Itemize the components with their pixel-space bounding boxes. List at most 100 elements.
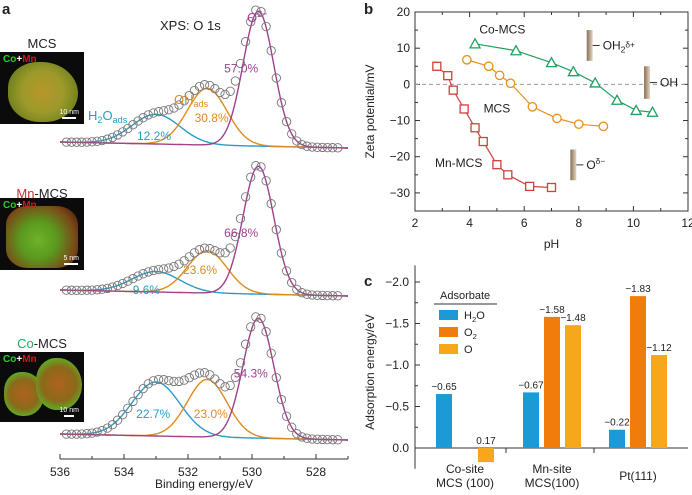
panel-label-a: a — [2, 1, 11, 18]
data-point — [261, 327, 271, 337]
x-tick-label: 532 — [178, 465, 198, 479]
data-point — [276, 248, 287, 258]
inset-title-mcs: MCS — [27, 36, 57, 51]
data-point — [97, 425, 107, 436]
data-point — [235, 58, 246, 69]
percent-label-o2minus: 66.8% — [224, 226, 258, 240]
data-point — [220, 382, 230, 392]
data-point-mn-mcs — [525, 181, 535, 192]
data-point — [112, 280, 123, 291]
data-point-mn-mcs — [448, 85, 458, 95]
data-point — [199, 243, 210, 253]
data-point — [138, 113, 148, 123]
data-point — [322, 434, 333, 445]
data-point — [230, 231, 241, 242]
bar-h2o — [609, 429, 625, 448]
data-point — [246, 322, 256, 332]
data-point — [205, 80, 215, 91]
data-point-co-mcs — [567, 65, 580, 77]
x-tick-label: 8 — [575, 216, 582, 230]
data-point — [312, 290, 322, 300]
data-point — [107, 132, 118, 143]
data-point-mcs — [462, 54, 472, 65]
particle-image — [8, 62, 78, 122]
data-point — [297, 288, 307, 298]
data-point — [159, 106, 169, 116]
percent-label-h2o: 9.6% — [133, 283, 161, 297]
data-point — [164, 263, 174, 273]
data-point — [210, 246, 220, 256]
percent-label-h2o: 22.7% — [136, 407, 170, 421]
data-point — [292, 284, 302, 294]
data-point — [71, 285, 82, 295]
data-point — [292, 429, 302, 439]
data-point — [256, 6, 266, 17]
data-point — [148, 265, 159, 276]
legend-swatch-o2 — [439, 327, 458, 337]
legend-label-o: O — [464, 344, 473, 356]
annotation-label: OH2δ+ — [603, 38, 635, 54]
data-point — [312, 142, 322, 152]
data-point — [327, 291, 338, 301]
scale-bar: 10 nm — [60, 407, 79, 417]
data-point — [271, 224, 281, 235]
data-point — [266, 199, 276, 209]
data-point — [112, 415, 123, 425]
data-point — [287, 277, 297, 288]
data-point-mcs — [494, 70, 505, 81]
y-tick-label: −10 — [390, 114, 411, 128]
scale-bar: 10 nm — [60, 109, 79, 119]
data-point — [92, 427, 102, 437]
element-legend: Co+Mn — [3, 200, 37, 211]
element-legend: Co+Mn — [3, 54, 37, 65]
data-point — [184, 90, 194, 101]
data-point — [230, 76, 241, 86]
data-point — [159, 375, 169, 385]
panel-label-b: b — [364, 1, 373, 18]
data-point — [235, 358, 246, 368]
data-point — [235, 213, 246, 224]
data-point — [220, 248, 230, 258]
xps-title: XPS: O 1s — [160, 18, 221, 33]
data-point — [82, 429, 92, 439]
bar-value-label: −1.58 — [539, 305, 565, 316]
legend-title: Adsorbate — [440, 290, 490, 302]
protonation-state-bar — [644, 66, 651, 99]
data-point — [281, 116, 292, 127]
data-point — [287, 129, 297, 139]
y-tick-label: −2.0 — [385, 275, 409, 289]
data-point — [256, 313, 266, 324]
data-point — [97, 284, 107, 294]
data-point — [199, 368, 210, 378]
data-point — [153, 264, 164, 275]
bar-value-label: −0.22 — [604, 418, 630, 429]
data-point — [92, 285, 102, 295]
data-point — [97, 135, 107, 146]
y-axis-title: Adsorption energy/eV — [363, 314, 377, 429]
data-point — [184, 373, 194, 383]
data-point — [302, 289, 312, 299]
data-point — [225, 86, 235, 96]
scale-bar: 5 nm — [63, 255, 79, 265]
data-point — [215, 87, 225, 98]
data-point-mn-mcs — [432, 61, 442, 71]
data-point — [276, 394, 287, 405]
eds-map-mn-mcs: Co+Mn 5 nm — [0, 198, 84, 270]
annotation-label: OH — [660, 76, 678, 90]
category-label: Pt(111) — [619, 469, 657, 483]
data-point — [271, 73, 281, 83]
data-point — [174, 376, 184, 387]
data-point — [71, 429, 82, 439]
data-point — [123, 403, 133, 413]
y-tick-label: −1.5 — [385, 317, 409, 331]
xps-spectrum-mcs — [60, 5, 348, 153]
data-point — [143, 267, 153, 277]
x-tick-label: 6 — [521, 216, 528, 230]
percent-label-h2o: 12.2% — [137, 129, 171, 143]
data-point — [194, 81, 205, 92]
data-point — [215, 379, 225, 389]
data-point — [276, 98, 287, 108]
data-point — [133, 116, 143, 126]
component-label-o2minus: O2− — [247, 9, 268, 25]
